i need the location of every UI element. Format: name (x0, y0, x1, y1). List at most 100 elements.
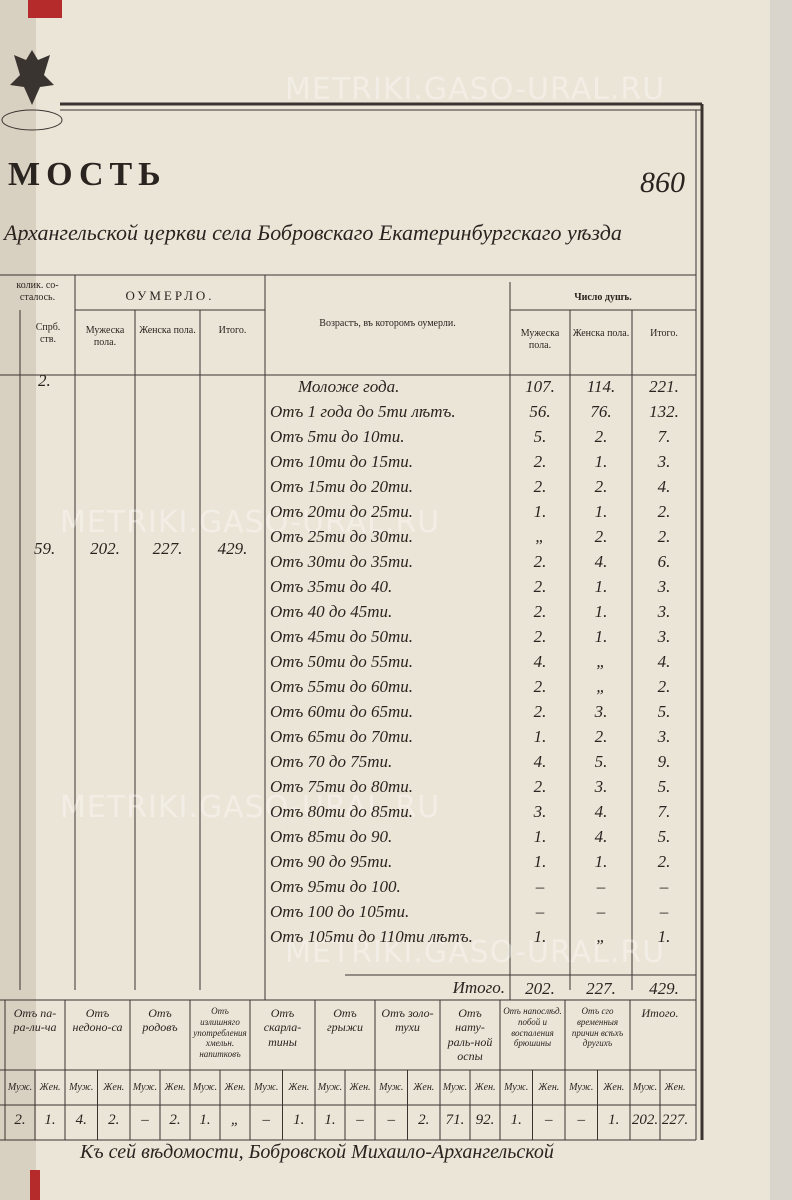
cell-value: 2. (657, 502, 671, 521)
cause-value: 2. (418, 1112, 430, 1128)
cell-value: – (659, 877, 669, 896)
cell-value: 59. (34, 539, 56, 558)
cause-value: – (387, 1112, 396, 1128)
cell-value: 1. (594, 602, 608, 621)
cause-value: 202. (631, 1112, 659, 1128)
column-header: Возрастъ, въ которомъ оумерли. (319, 318, 456, 329)
age-label: Отъ 30ти до 35ти. (270, 552, 414, 571)
cause-subheader: Муж. (192, 1082, 218, 1093)
cell-value: 4. (533, 652, 547, 671)
cell-value: 56. (529, 402, 551, 421)
cell-value: 429. (217, 539, 248, 558)
cause-value: 227. (661, 1112, 689, 1128)
cell-value: 3. (657, 627, 671, 646)
cause-value: – (262, 1112, 271, 1128)
cell-value: 2. (594, 427, 608, 446)
cell-value: 2. (533, 577, 547, 596)
cell-value: 5. (657, 777, 671, 796)
cell-value: 5. (594, 752, 608, 771)
cell-value: 2. (533, 552, 547, 571)
cell-value: 3. (594, 702, 608, 721)
cell-value: 2. (594, 527, 608, 546)
cause-subheader: Муж. (317, 1082, 343, 1093)
cell-value: – (535, 877, 545, 896)
cell-value: „ (596, 677, 606, 696)
cell-value: 132. (649, 402, 679, 421)
cell-value: 202. (90, 539, 120, 558)
cause-subheader: Жен. (349, 1082, 371, 1093)
cause-value: 2. (14, 1112, 26, 1128)
cell-value: „ (535, 527, 545, 546)
title: мость (8, 156, 167, 193)
age-label: Отъ 85ти до 90. (270, 827, 393, 846)
footnote: Къ сей вѣдомости, Бобровской Михаило-Арх… (80, 1141, 554, 1163)
cell-value: 221. (649, 377, 679, 396)
cause-subheader: Муж. (254, 1082, 279, 1093)
cause-subheader: Жен. (413, 1082, 435, 1093)
cell-value: 1. (533, 727, 547, 746)
cause-value: 1. (608, 1112, 620, 1128)
cell-value: 76. (590, 402, 612, 421)
cause-header: Отъ родовъ (142, 1006, 178, 1035)
cause-subheader: Муж. (69, 1082, 94, 1093)
age-label: Отъ 90 до 95ти. (270, 852, 393, 871)
cause-header: Отъ сго временныя причин всѣхъ другихъ (571, 1006, 624, 1049)
cause-value: 1. (510, 1112, 522, 1128)
cause-value: 1. (44, 1112, 56, 1128)
cause-value: 1. (293, 1112, 305, 1128)
cell-value: 3. (657, 602, 671, 621)
cell-value: 1. (533, 827, 547, 846)
total-value: 227. (586, 979, 616, 998)
cell-value: 9. (657, 752, 671, 771)
age-label: Отъ 60ти до 65ти. (270, 702, 414, 721)
cell-value: 4. (594, 552, 608, 571)
cell-value: – (659, 902, 669, 921)
cell-value: 2. (533, 702, 547, 721)
cell-value: 114. (586, 377, 616, 396)
column-header: Итого. (650, 328, 678, 339)
cause-subheader: Жен. (603, 1082, 625, 1093)
cause-header: Отъ нату-раль-ной оспы (447, 1006, 493, 1064)
cause-value: „ (230, 1112, 240, 1128)
age-label: Отъ 75ти до 80ти. (270, 777, 414, 796)
cell-value: 1. (533, 927, 547, 946)
page-edge (770, 0, 792, 1200)
age-label: Отъ 105ти до 110ти лѣтъ. (270, 927, 473, 946)
cell-value: 7. (657, 427, 671, 446)
cause-subheader: Жен. (39, 1082, 61, 1093)
cause-header: Отъ недоно-са (72, 1006, 123, 1035)
total-label: Итого. (452, 978, 505, 997)
cause-header: Отъ грыжи (327, 1006, 363, 1035)
cause-subheader: Муж. (442, 1082, 468, 1093)
cause-header: Отъ излишняго употребления хмельн. напит… (193, 1006, 247, 1060)
cell-value: 3. (657, 577, 671, 596)
cell-value: 227. (152, 539, 183, 558)
cell-value: 2. (657, 852, 671, 871)
cause-header: Отъ скарла-тины (263, 1006, 302, 1049)
age-label: Отъ 40 до 45ти. (270, 602, 393, 621)
age-label: Отъ 45ти до 50ти. (270, 627, 414, 646)
cause-subheader: Муж. (7, 1082, 33, 1093)
cause-subheader: Муж. (504, 1082, 529, 1093)
cause-subheader: Жен. (164, 1082, 186, 1093)
cell-value: 1. (594, 852, 608, 871)
cell-value: 1. (657, 927, 671, 946)
column-header: Число душъ. (574, 292, 632, 303)
column-header: Мужеска пола. (85, 325, 125, 348)
cause-subheader: Муж. (132, 1082, 158, 1093)
cause-subheader: Жен. (474, 1082, 496, 1093)
cause-header: Отъ па-ра-ли-ча (13, 1006, 57, 1035)
cell-value: – (596, 877, 606, 896)
cause-subheader: Муж. (569, 1082, 594, 1093)
cause-subheader: Муж. (632, 1082, 658, 1093)
age-label: Отъ 20ти до 25ти. (270, 502, 414, 521)
total-value: 429. (649, 979, 679, 998)
cause-lines (4, 1000, 661, 1140)
cell-value: 2. (594, 477, 608, 496)
age-label: Моложе года. (298, 377, 400, 396)
cell-value: 1. (533, 502, 547, 521)
cell-value: 2. (657, 527, 671, 546)
cell-value: 5. (533, 427, 547, 446)
cell-value: 4. (533, 752, 547, 771)
cell-value: 3. (657, 727, 671, 746)
